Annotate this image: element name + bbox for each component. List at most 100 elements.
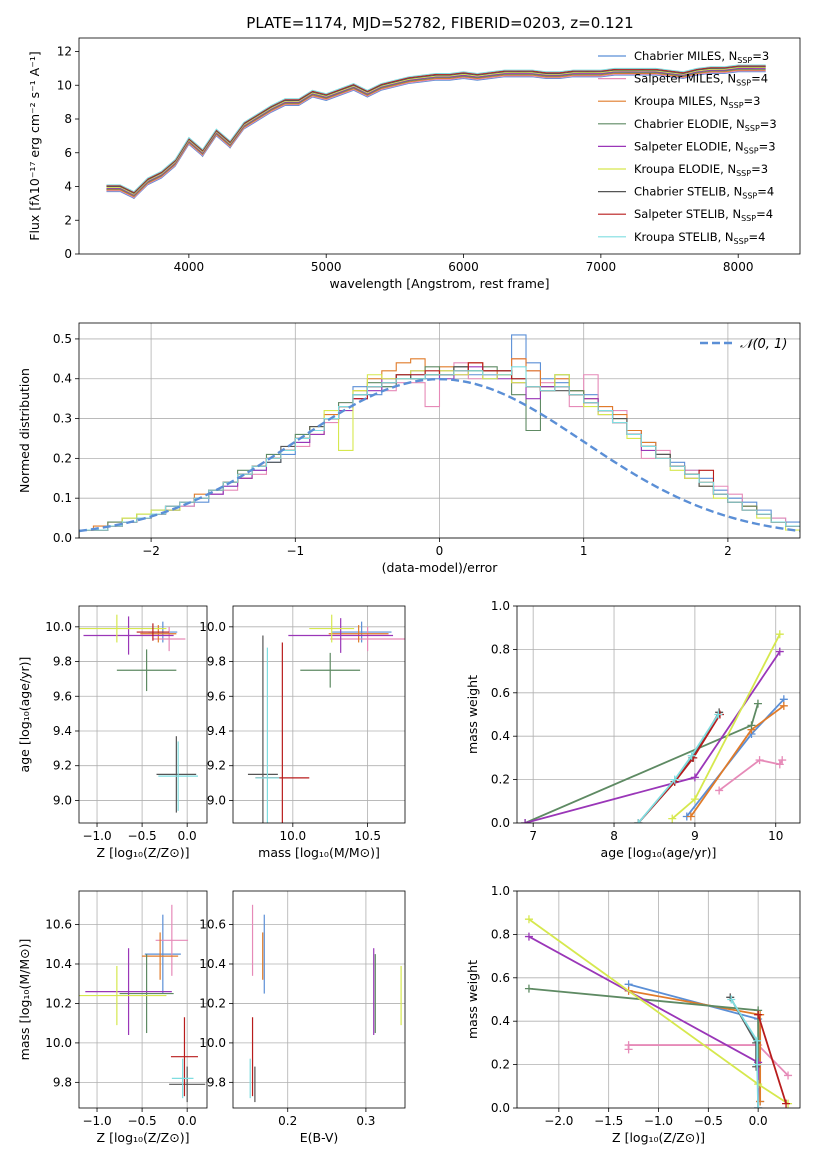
y-tick-label: 10.0 [199,1036,226,1050]
mass-weight-marker [778,756,787,765]
y-tick-label: 0.6 [491,686,510,700]
x-tick-label: −0.5 [128,1114,157,1128]
mass-weight-marker [727,995,736,1004]
x-tick-label: 0.0 [749,1114,768,1128]
mass-weight-marker [715,786,724,795]
y-axis-label: Normed distribution [17,368,32,493]
spectrum-legend: Chabrier MILES, NSSP=3 Salpeter MILES, NS… [598,49,777,246]
mass-weight-marker [784,1071,793,1080]
y-tick-label: 10.4 [199,957,226,971]
y-tick-label: 1.0 [491,599,510,613]
mass-weight-marker [782,1099,791,1108]
y-tick-label: 9.8 [53,1075,72,1089]
x-tick-label: −0.5 [694,1114,723,1128]
x-axis-label: (data-model)/error [382,560,499,575]
mass-weight-marker [521,819,530,823]
y-tick-label: 8 [64,112,72,126]
mass-weight-marker [753,1060,762,1069]
panel-residuals: −2 −1 0 1 2 0.0 0.1 0.2 0.3 0.4 0.5 (data-model)/er… [17,322,801,575]
observed-spectrum-line [106,66,766,200]
x-axis-label: Z [log₁₀(Z/Z⊙)] [97,845,190,860]
x-axis-label: mass [log₁₀(M/M⊙)] [258,845,380,860]
x-tick-label: 10.5 [354,829,381,843]
mass-weight-marker [753,1036,762,1045]
axes-frame [78,322,801,539]
mass-weight-line [528,935,760,1108]
y-tick-label: 0.4 [491,729,510,743]
mass-weight-line [637,711,720,823]
y-tick-label: 0.3 [53,412,72,426]
x-tick-label: −1.0 [82,829,111,843]
y-tick-label: 2 [64,213,72,227]
y-tick-label: 10.0 [45,620,72,634]
y-axis-label: mass weight [465,960,480,1039]
x-tick-label: 7 [529,829,537,843]
legend-label: Kroupa STELIB, NSSP=4 [634,230,765,246]
y-tick-label: 4 [64,180,72,194]
y-tick-label: 0.2 [53,451,72,465]
mass-weight-marker [775,630,784,639]
x-tick-label: −0.5 [128,829,157,843]
x-tick-label: 1 [580,544,588,558]
mass-weight-line [637,714,720,823]
mass-weight-marker [524,915,533,924]
mass-weight-marker [624,1041,633,1050]
plot-area-spectrum [106,64,766,200]
legend-label: Salpeter STELIB, NSSP=4 [634,207,773,223]
x-axis-label: Z [log₁₀(Z/Z⊙)] [97,1130,190,1145]
x-tick-label: 4000 [174,260,205,274]
plot-area-age_vs_mass [247,614,405,823]
x-tick-label: 8 [610,829,618,843]
x-tick-label: 8000 [723,260,754,274]
x-tick-label: −1.0 [644,1114,673,1128]
legend-label: Chabrier MILES, NSSP=3 [634,49,769,65]
x-tick-label: 0.3 [356,1114,375,1128]
mass-weight-marker [690,795,699,804]
y-tick-label: 10.0 [199,620,226,634]
y-tick-label: 9.4 [53,724,72,738]
y-tick-label: 9.6 [53,689,72,703]
mass-weight-line [730,999,760,1108]
y-tick-label: 0.6 [491,971,510,985]
figure-title: PLATE=1174, MJD=52782, FIBERID=0203, z=0… [246,14,633,32]
y-tick-label: 1.0 [491,884,510,898]
y-axis-label: mass weight [465,675,480,754]
plot-area-mass_vs_Z [79,904,206,1103]
plot-area-mass_weight_vs_age [521,630,788,823]
axes-frame [516,890,801,1109]
x-tick-label: 0.2 [278,1114,297,1128]
axes-frame [232,605,406,824]
mass-weight-marker [754,1104,763,1108]
mass-weight-marker [775,760,784,769]
y-tick-label: 10.6 [45,918,72,932]
mass-weight-marker [524,932,533,941]
mass-weight-marker [714,710,723,719]
y-tick-label: 9.2 [207,759,226,773]
y-tick-label: 0.2 [491,1058,510,1072]
legend-label: Chabrier STELIB, NSSP=4 [634,185,774,201]
y-tick-label: 9.4 [207,724,226,738]
y-axis-label: mass [log₁₀(M/M⊙)] [17,939,32,1061]
y-tick-label: 9.6 [207,689,226,703]
mass-weight-marker [634,819,643,823]
mass-weight-marker [668,814,677,823]
model-spectrum-line [106,71,766,199]
x-axis-label: Z [log₁₀(Z/Z⊙)] [612,1130,705,1145]
legend-label: Kroupa MILES, NSSP=3 [634,94,760,110]
model-spectrum-line [106,70,766,199]
legend-label: Salpeter ELODIE, NSSP=3 [634,139,776,155]
y-tick-label: 0.2 [491,773,510,787]
axes-frame [516,605,801,824]
y-tick-label: 9.8 [207,1075,226,1089]
mass-weight-marker [754,1010,763,1019]
y-tick-label: 0.0 [491,816,510,830]
panel-mass_vs_Z: −1.0 −0.5 0.0 9.8 10.0 10.2 10.4 10.6 Z [log₁₀(Z… [17,890,208,1145]
y-tick-label: 9.8 [53,655,72,669]
x-tick-label: 0.0 [178,829,197,843]
mass-weight-line [528,987,760,1108]
mass-weight-marker [687,751,696,760]
x-axis-label: E(B-V) [300,1130,339,1145]
model-spectrum-line [106,69,766,198]
x-tick-label: −2.0 [544,1114,573,1128]
